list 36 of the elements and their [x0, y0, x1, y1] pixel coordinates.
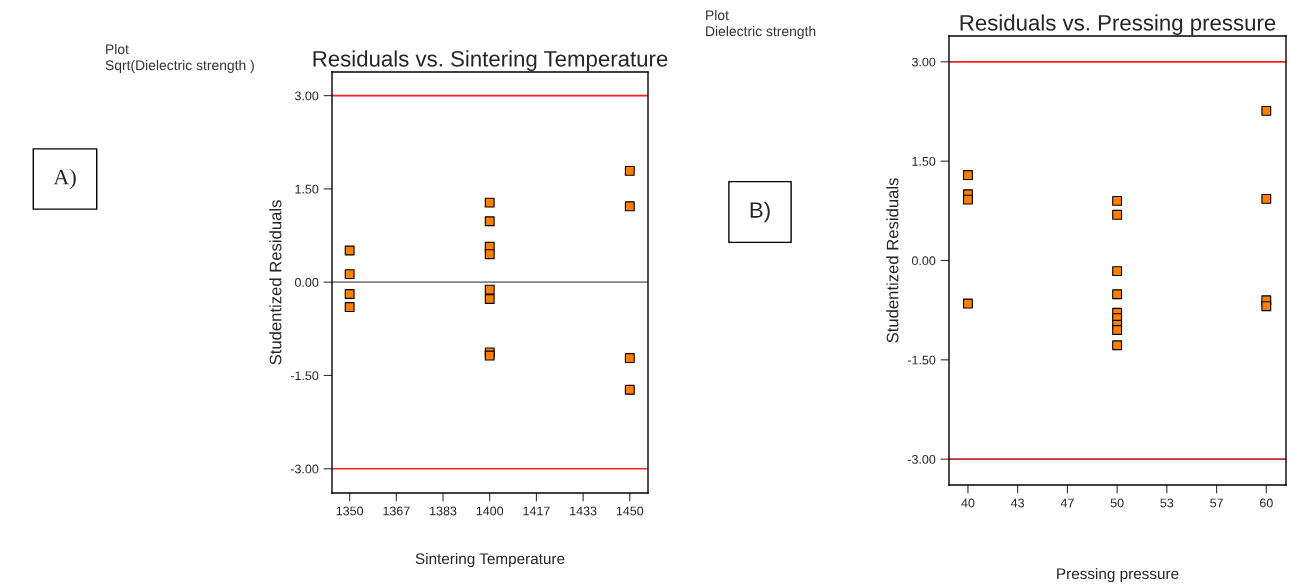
text: Plot — [106, 44, 129, 55]
chart-title: Residuals vs. Pressing pressure — [960, 14, 1276, 36]
y-axis-title: Studentized Residuals — [886, 178, 899, 343]
x-tick-label: 1367 — [383, 506, 410, 516]
y-tick-label: -1.50 — [907, 355, 936, 365]
y-tick-label: 1.50 — [912, 156, 936, 166]
text: Plot — [706, 10, 729, 21]
text: Sqrt(Dielectric strength ) — [105, 60, 254, 73]
x-tick-label: 1433 — [570, 506, 597, 516]
x-tick-label: 1350 — [336, 506, 364, 516]
x-tick-label: 1400 — [476, 506, 504, 516]
x-tick-label: 1450 — [616, 506, 644, 516]
x-tick-label: 43 — [1010, 498, 1025, 508]
x-tick-label: 1383 — [430, 506, 457, 516]
y-tick-label: 0.00 — [911, 256, 936, 266]
chart-title: Residuals vs. Sintering Temperature — [313, 50, 668, 72]
text: Dielectric strength — [706, 26, 816, 39]
text: B) — [750, 201, 770, 223]
y-axis-title: Studentized Residuals — [269, 200, 282, 365]
x-tick-label: 1417 — [523, 506, 550, 516]
x-tick-label: 50 — [1110, 498, 1124, 508]
y-tick-label: -1.50 — [290, 371, 319, 381]
y-tick-label: -3.00 — [907, 454, 936, 464]
x-axis-title: Pressing pressure — [1057, 567, 1179, 583]
x-tick-label: 40 — [961, 498, 975, 508]
x-tick-label: 57 — [1210, 498, 1223, 508]
text: A) — [53, 168, 76, 190]
y-tick-label: 3.00 — [911, 57, 936, 67]
x-tick-label: 60 — [1259, 498, 1273, 508]
y-tick-label: 0.00 — [294, 277, 319, 287]
y-tick-label: 3.00 — [294, 91, 319, 101]
x-tick-label: 47 — [1060, 498, 1074, 508]
x-tick-label: 53 — [1160, 498, 1174, 508]
y-tick-label: 1.50 — [295, 184, 319, 194]
y-tick-label: -3.00 — [290, 464, 319, 474]
x-axis-title: Sintering Temperature — [415, 552, 565, 568]
